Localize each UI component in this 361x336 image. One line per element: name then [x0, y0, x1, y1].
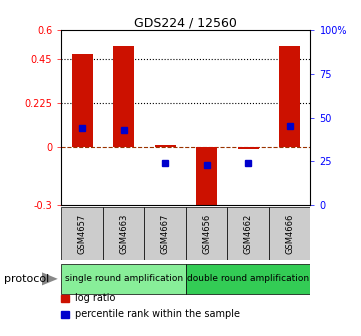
- Bar: [196, 147, 217, 209]
- Bar: [238, 147, 258, 149]
- Bar: [279, 46, 300, 147]
- Bar: [227, 207, 269, 260]
- Bar: [269, 207, 310, 260]
- Title: GDS224 / 12560: GDS224 / 12560: [135, 16, 237, 29]
- Polygon shape: [42, 272, 58, 286]
- Text: GSM4663: GSM4663: [119, 213, 128, 254]
- Bar: [103, 207, 144, 260]
- Text: GSM4666: GSM4666: [285, 213, 294, 254]
- Bar: [186, 207, 227, 260]
- Text: GSM4656: GSM4656: [202, 213, 211, 254]
- Bar: [61, 264, 186, 294]
- Text: log ratio: log ratio: [75, 293, 115, 303]
- Bar: [155, 145, 175, 147]
- Bar: [144, 207, 186, 260]
- Bar: [72, 53, 92, 147]
- Text: double round amplification: double round amplification: [187, 275, 309, 283]
- Text: protocol: protocol: [4, 274, 49, 284]
- Text: GSM4657: GSM4657: [78, 213, 87, 254]
- Bar: [113, 46, 134, 147]
- Text: percentile rank within the sample: percentile rank within the sample: [75, 309, 240, 320]
- Text: GSM4662: GSM4662: [244, 213, 253, 254]
- Bar: [61, 207, 103, 260]
- Bar: [186, 264, 310, 294]
- Text: single round amplification: single round amplification: [65, 275, 183, 283]
- Text: GSM4667: GSM4667: [161, 213, 170, 254]
